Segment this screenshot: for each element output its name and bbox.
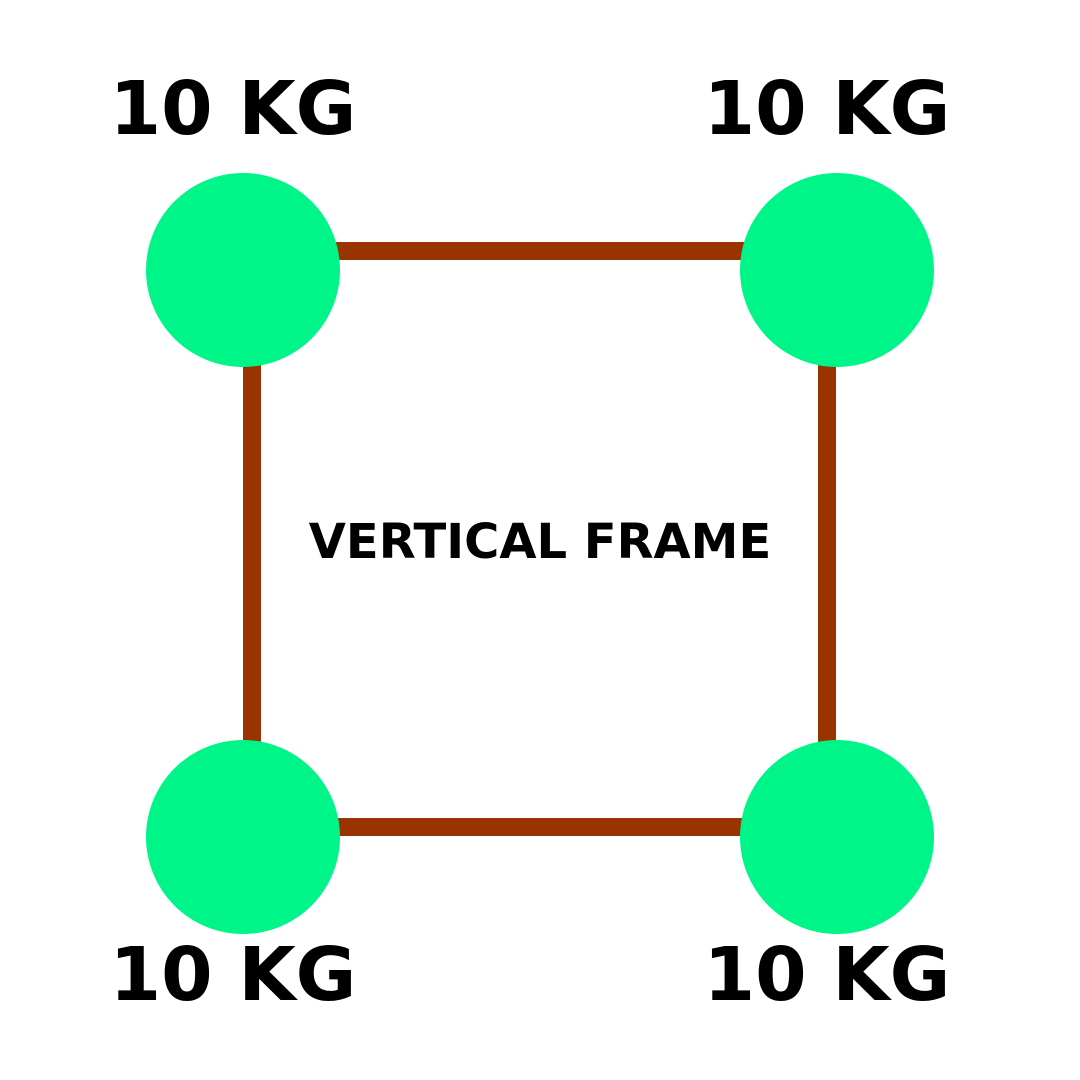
frame-bar-right: [818, 355, 836, 750]
mass-top-left: [146, 173, 340, 367]
mass-label-bottom-left: 10 KG: [109, 932, 357, 1018]
mass-label-top-left: 10 KG: [109, 66, 357, 152]
mass-bottom-left: [146, 740, 340, 934]
mass-bottom-right: [740, 740, 934, 934]
mass-label-bottom-right: 10 KG: [703, 932, 951, 1018]
mass-top-right: [740, 173, 934, 367]
frame-bar-top: [330, 242, 750, 260]
frame-bar-left: [243, 355, 261, 750]
mass-label-top-right: 10 KG: [703, 66, 951, 152]
frame-bar-bottom: [330, 818, 750, 836]
frame-title: VERTICAL FRAME: [308, 514, 772, 570]
